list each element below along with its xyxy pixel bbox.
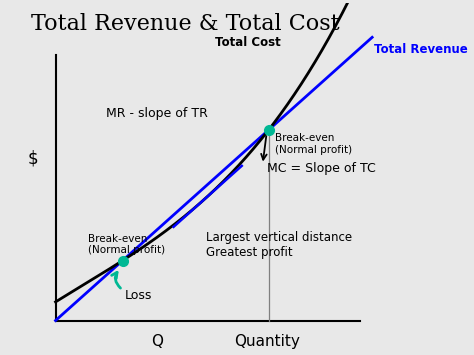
Text: $: $ — [28, 149, 38, 167]
Text: MC = Slope of TC: MC = Slope of TC — [267, 162, 375, 175]
Text: Q: Q — [151, 334, 163, 349]
Text: MR - slope of TR: MR - slope of TR — [106, 107, 208, 120]
Text: Largest vertical distance
Greatest profit: Largest vertical distance Greatest profi… — [206, 230, 352, 258]
Text: Break-even
(Normal profit): Break-even (Normal profit) — [275, 133, 352, 155]
Text: Total Revenue & Total Cost: Total Revenue & Total Cost — [31, 13, 340, 35]
Text: Break-even
(Normal profit): Break-even (Normal profit) — [88, 234, 165, 256]
Text: Loss: Loss — [125, 289, 152, 302]
Text: Quantity: Quantity — [234, 334, 300, 349]
Text: Total Cost: Total Cost — [216, 37, 281, 49]
Text: Total Revenue: Total Revenue — [374, 43, 468, 56]
